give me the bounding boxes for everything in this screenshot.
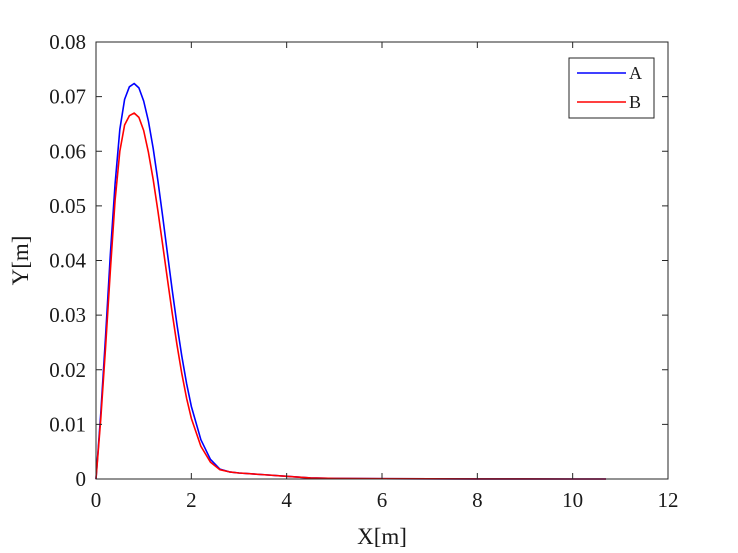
y-tick-label: 0.07 [49,85,86,109]
x-tick-label: 8 [472,488,483,512]
legend-box [568,57,655,119]
x-axis-title: X[m] [357,524,407,549]
y-tick-label: 0.02 [49,358,86,382]
legend-label-a: A [629,63,642,83]
series-layer [95,82,607,480]
x-tick-label: 0 [91,488,102,512]
y-tick-label: 0.06 [49,139,86,163]
y-tick-label: 0.05 [49,194,86,218]
y-tick-label: 0.03 [49,303,86,327]
y-axis-title: Y[m] [8,236,33,286]
x-tick-label: 10 [562,488,583,512]
series-line-b [95,112,607,480]
y-tick-label: 0.08 [49,30,86,54]
y-tick-label: 0.04 [49,249,86,273]
x-tick-label: 12 [658,488,679,512]
x-tick-label: 6 [377,488,388,512]
ticks-layer: 0 2 4 6 8 10 12 0 0.01 0.02 0.03 0.04 0.05 0.06 0.07 0.… [49,30,678,512]
x-tick-label: 2 [186,488,197,512]
legend: AB [568,57,655,119]
y-tick-label: 0.01 [49,412,86,436]
x-tick-label: 4 [281,488,292,512]
legend-label-b: B [629,92,641,112]
y-tick-label: 0 [76,467,87,491]
